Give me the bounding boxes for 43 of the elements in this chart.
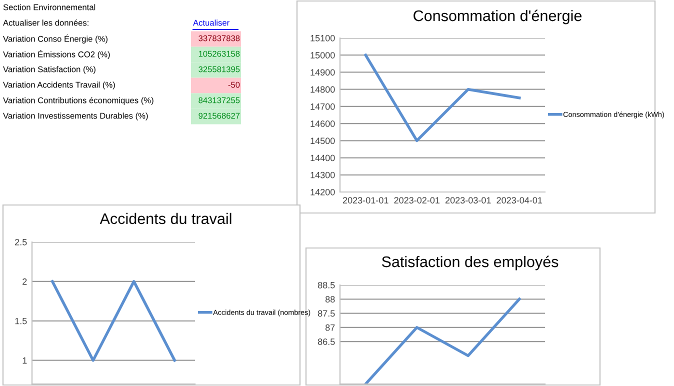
y-tick-label: 14800 xyxy=(310,86,335,93)
text: Actualiser les données: xyxy=(3,20,88,26)
text: Section Environnemental xyxy=(3,4,96,10)
y-tick-label: 1 xyxy=(22,357,27,364)
category-label: Variation Conso Énergie (%) xyxy=(3,34,108,44)
y-tick-label: 2.5 xyxy=(15,238,27,246)
line-series xyxy=(364,298,521,384)
text: 325581395 xyxy=(198,66,240,72)
y-tick-label: 15000 xyxy=(310,52,335,58)
y-tick-label: 2 xyxy=(22,278,27,285)
y-tick-label: 15100 xyxy=(310,34,335,42)
y-tick-label: 86.5 xyxy=(318,338,335,345)
y-tick-label: 88 xyxy=(325,296,335,303)
y-tick-label: 14700 xyxy=(310,103,335,110)
text: 921568627 xyxy=(198,112,240,119)
x-tick-label: 2023-01-01 xyxy=(342,197,388,204)
text: 337837838 xyxy=(198,35,240,42)
y-tick-label: 14400 xyxy=(310,154,335,162)
line-series xyxy=(364,54,521,142)
chart-title: Consommation d'énergie xyxy=(414,10,582,24)
y-tick-label: 87 xyxy=(325,324,335,331)
x-tick-label: 2023-04-01 xyxy=(496,197,542,204)
y-tick-label: 87.5 xyxy=(318,310,335,317)
category-label: Variation Investissements Durables (%) xyxy=(3,112,148,120)
chart-title: Satisfaction des employés xyxy=(382,256,558,270)
y-tick-label: 14900 xyxy=(310,69,335,76)
text: 843137255 xyxy=(198,97,240,104)
category-label: Variation Accidents Travail (%) xyxy=(3,82,115,90)
chart-title: Accidents du travail xyxy=(100,212,232,224)
category-label: Variation Émissions CO2 (%) xyxy=(3,50,110,59)
y-tick-label: 14200 xyxy=(310,188,335,196)
y-tick-label: 14300 xyxy=(310,172,335,178)
y-tick-label: 88.5 xyxy=(318,282,335,288)
y-tick-label: 14600 xyxy=(310,120,335,127)
y-tick-label: 14500 xyxy=(310,138,335,144)
text: 105263158 xyxy=(198,50,240,57)
text: -50 xyxy=(228,82,240,88)
category-label: Variation Contributions économiques (%) xyxy=(3,97,154,105)
x-tick-label: 2023-03-01 xyxy=(445,197,491,204)
text: Actualiser xyxy=(193,20,230,26)
x-tick-label: 2023-02-01 xyxy=(394,197,440,204)
y-tick-label: 1.5 xyxy=(15,318,27,324)
category-label: Variation Satisfaction (%) xyxy=(3,66,96,74)
